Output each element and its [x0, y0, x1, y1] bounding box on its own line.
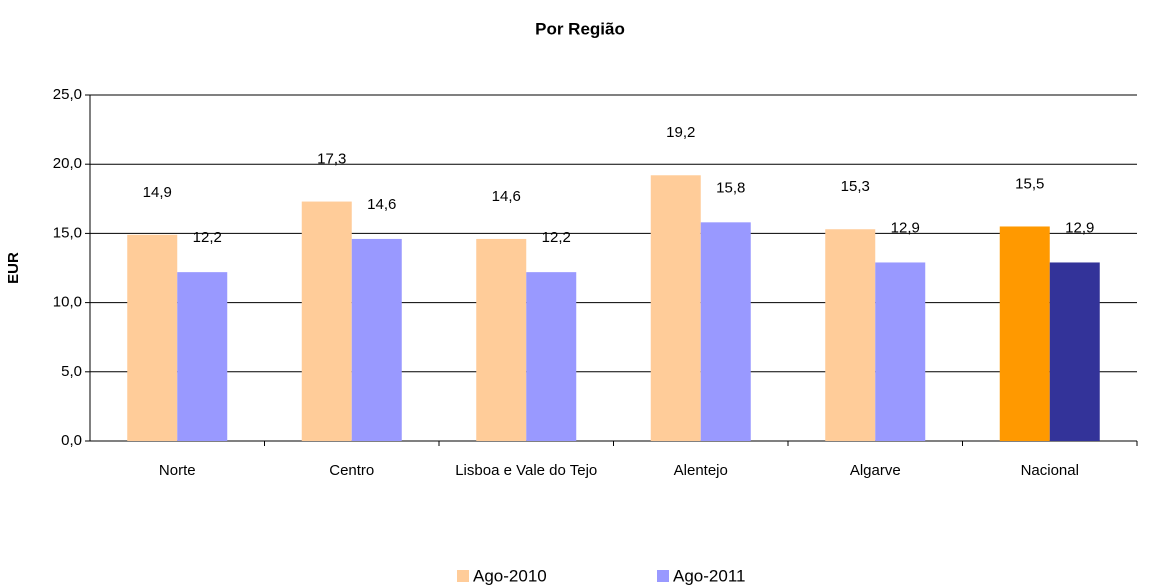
y-tick-label: 20,0 [53, 155, 82, 172]
x-tick-label: Nacional [1020, 462, 1079, 479]
bar [1049, 262, 1100, 441]
bar [301, 201, 352, 441]
bar [700, 222, 751, 441]
x-tick-label-box: Nacional [1020, 462, 1079, 479]
legend-label: Ago-2011 [673, 566, 745, 585]
bar [825, 229, 876, 441]
x-tick-label: Alentejo [673, 462, 728, 479]
value-label: 12,9 [1065, 219, 1094, 236]
legend-label: Ago-2010 [473, 566, 547, 585]
value-label: 12,2 [193, 229, 222, 246]
y-tick-label: 0,0 [61, 432, 82, 449]
value-label: 14,9 [143, 184, 172, 201]
bar [127, 234, 178, 441]
x-tick-label-box: Algarve [849, 462, 901, 479]
y-tick-label: 5,0 [61, 363, 82, 380]
bar [177, 272, 228, 441]
x-tick-label-box: Lisboa e Vale do Tejo [455, 462, 598, 479]
x-tick-label: Lisboa e Vale do Tejo [455, 462, 598, 479]
x-tick-label: Algarve [849, 462, 901, 479]
legend-swatch [657, 570, 669, 582]
bar [526, 272, 577, 441]
value-label: 15,3 [841, 178, 870, 195]
value-label: 15,8 [716, 179, 745, 196]
value-label: 14,6 [367, 196, 396, 213]
value-label: 19,2 [666, 124, 695, 141]
value-label: 17,3 [317, 151, 346, 168]
value-label: 14,6 [492, 188, 521, 205]
bar [351, 238, 402, 441]
value-label: 15,5 [1015, 175, 1044, 192]
bar [999, 226, 1050, 441]
value-label: 12,9 [891, 219, 920, 236]
y-tick-label: 15,0 [53, 224, 82, 241]
x-tick-label: Norte [158, 462, 196, 479]
bar [875, 262, 926, 441]
bar [650, 175, 701, 441]
x-tick-label-box: Norte [158, 462, 196, 479]
x-tick-label: Centro [329, 462, 375, 479]
y-axis-label: EUR [5, 252, 22, 284]
y-tick-label: 25,0 [53, 86, 82, 103]
x-tick-label-box: Alentejo [673, 462, 728, 479]
legend-swatch [457, 570, 469, 582]
bar [476, 238, 527, 441]
x-tick-label-box: Centro [329, 462, 375, 479]
y-tick-label: 10,0 [53, 294, 82, 311]
chart-title: Por Região [535, 19, 625, 38]
value-label: 12,2 [542, 229, 571, 246]
